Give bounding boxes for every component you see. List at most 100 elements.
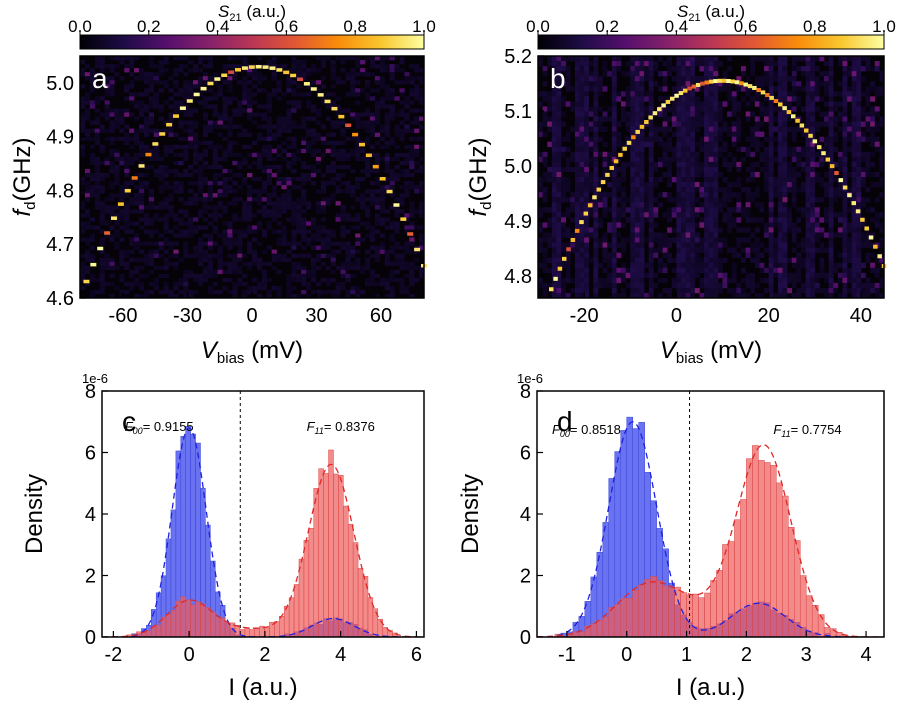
heatmap-cell: [722, 282, 728, 289]
heatmap-cell: [266, 168, 272, 174]
heatmap-cell: [648, 171, 654, 178]
heatmap-cell: [202, 96, 209, 101]
heatmap-cell: [256, 193, 263, 198]
heatmap-cell: [639, 232, 645, 238]
heatmap-cell: [740, 212, 746, 218]
heatmap-cell: [879, 257, 885, 264]
heatmap-cell: [639, 227, 645, 233]
heatmap-cell: [657, 71, 663, 77]
heatmap-cell: [389, 92, 395, 97]
heatmap-cell: [114, 172, 120, 178]
heatmap-cell: [178, 189, 184, 194]
heatmap-cell: [365, 189, 371, 194]
heatmap-cell: [800, 131, 806, 137]
heatmap-cell: [207, 261, 213, 267]
heatmap-cell: [409, 148, 415, 154]
heatmap-cell: [842, 161, 848, 168]
heatmap-cell: [247, 108, 253, 113]
heatmap-cell: [828, 222, 834, 228]
heatmap-cell: [593, 267, 599, 274]
heatmap-cell: [232, 112, 238, 117]
heatmap-cell: [365, 124, 371, 129]
heatmap-cell: [593, 126, 599, 132]
heatmap-cell: [699, 257, 705, 264]
resonance-point: [860, 217, 865, 222]
heatmap-cell: [340, 181, 346, 186]
heatmap-cell: [183, 241, 189, 246]
heatmap-cell: [242, 92, 248, 97]
resonance-point: [704, 80, 710, 85]
heatmap-cell: [750, 131, 756, 137]
heatmap-cell: [188, 253, 194, 258]
heatmap-cell: [183, 84, 189, 89]
resonance-point: [877, 254, 882, 259]
heatmap-cell: [662, 131, 668, 137]
heatmap-cell: [109, 152, 115, 158]
heatmap-cell: [409, 213, 415, 218]
heatmap-cell: [616, 136, 622, 143]
heatmap-cell: [173, 104, 179, 109]
heatmap-cell: [777, 222, 783, 228]
heatmap-cell: [722, 81, 728, 87]
heatmap-cell: [188, 128, 194, 133]
heatmap-cell: [80, 128, 86, 133]
heatmap-cell: [252, 257, 258, 262]
heatmap-cell: [602, 156, 608, 163]
heatmap-cell: [611, 166, 617, 173]
heatmap-cell: [704, 66, 709, 72]
heatmap-cell: [616, 252, 622, 258]
heatmap-cell: [379, 104, 385, 109]
heatmap-cell: [879, 242, 885, 248]
heatmap-cell: [419, 80, 425, 85]
heatmap-cell: [750, 111, 756, 117]
heatmap-cell: [325, 164, 331, 170]
heatmap-cell: [153, 128, 159, 133]
heatmap-cell: [699, 66, 705, 72]
heatmap-cell: [193, 140, 199, 146]
heatmap-cell: [667, 192, 673, 198]
heatmap-cell: [773, 156, 779, 163]
heatmap-cell: [644, 61, 650, 67]
heatmap-cell: [261, 229, 268, 234]
heatmap-cell: [242, 100, 248, 105]
plot-area: [102, 426, 424, 637]
histogram-bar: [338, 475, 344, 637]
heatmap-cell: [847, 56, 852, 62]
heatmap-cell: [134, 92, 140, 97]
heatmap-cell: [611, 247, 617, 253]
heatmap-cell: [722, 242, 728, 248]
heatmap-cell: [291, 160, 297, 166]
heatmap-cell: [773, 177, 779, 183]
heatmap-cell: [773, 242, 779, 248]
heatmap-cell: [657, 126, 663, 132]
resonance-point: [365, 153, 372, 158]
heatmap-cell: [860, 182, 866, 188]
heatmap-cell: [301, 289, 307, 295]
histogram-bar: [283, 605, 290, 637]
heatmap-cell: [874, 106, 880, 112]
heatmap-cell: [879, 292, 885, 299]
heatmap-cell: [296, 209, 302, 214]
heatmap-cell: [828, 282, 834, 289]
heatmap-cell: [414, 225, 420, 230]
heatmap-cell: [648, 126, 654, 132]
heatmap-cell: [837, 212, 843, 218]
heatmap-cell: [389, 140, 395, 146]
resonance-point: [682, 88, 688, 93]
heatmap-cell: [237, 237, 243, 242]
heatmap-cell: [158, 72, 164, 77]
heatmap-cell: [791, 197, 797, 203]
heatmap-cell: [722, 146, 728, 153]
heatmap-cell: [551, 161, 557, 168]
heatmap-cell: [89, 100, 96, 105]
colorbar-tick-label: 0.6: [275, 17, 299, 36]
heatmap-cell: [662, 141, 668, 148]
heatmap-cell: [114, 156, 120, 162]
resonance-point: [812, 139, 818, 144]
heatmap-cell: [708, 282, 714, 289]
heatmap-cell: [842, 282, 848, 289]
heatmap-cell: [217, 189, 223, 194]
heatmap-cell: [764, 106, 769, 112]
heatmap-cell: [685, 202, 691, 208]
resonance-point: [173, 114, 179, 118]
